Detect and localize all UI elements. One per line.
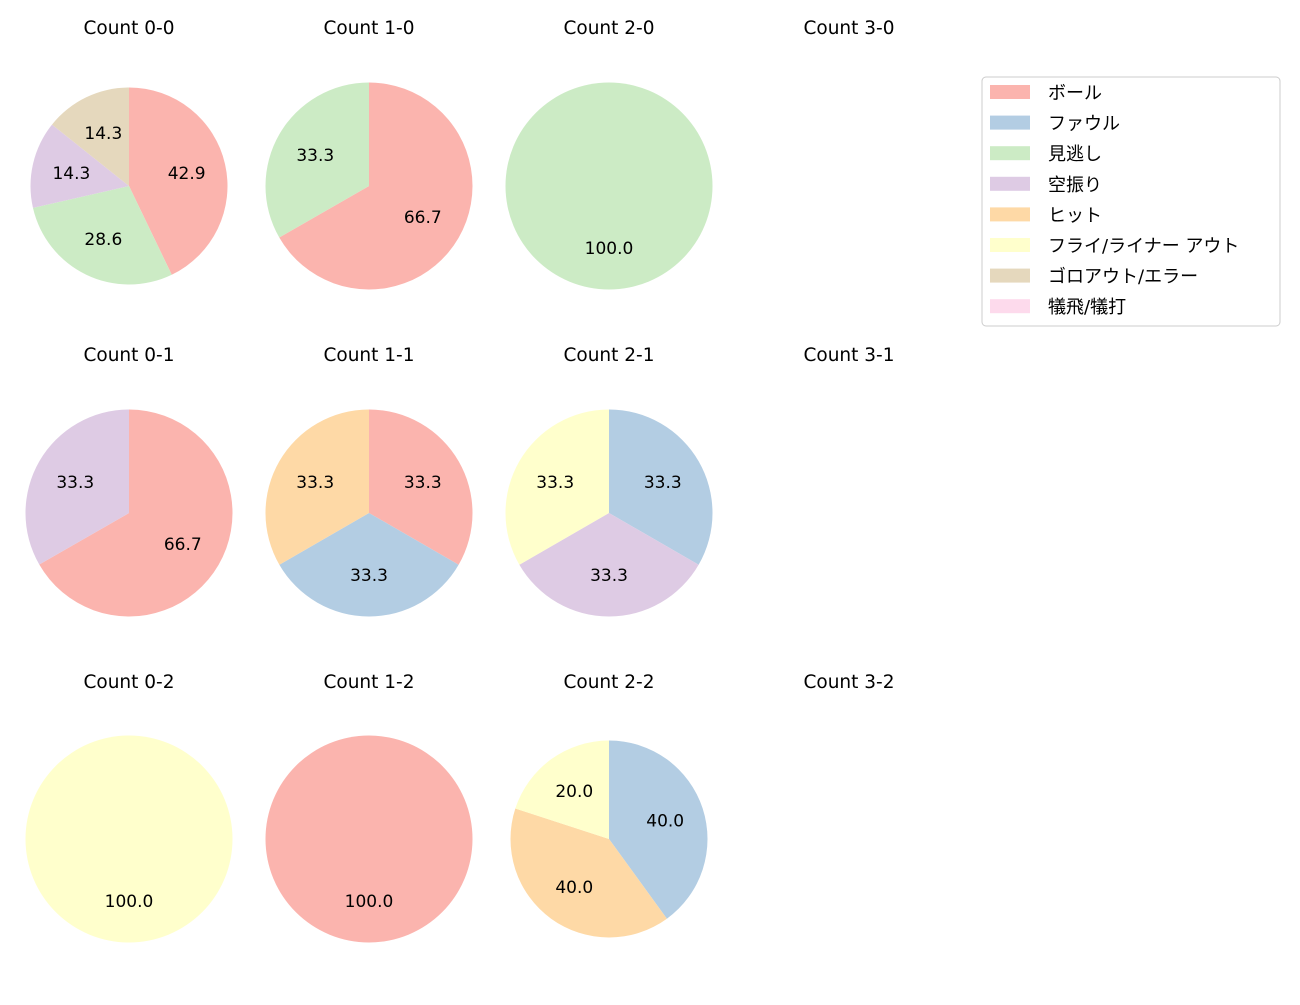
slice-label: 66.7 xyxy=(404,208,442,228)
legend-label: 空振り xyxy=(1048,175,1102,196)
slice-label: 33.3 xyxy=(590,566,628,586)
legend-label: ファウル xyxy=(1048,114,1120,135)
legend-swatch xyxy=(990,115,1030,130)
pie-title: Count 1-1 xyxy=(323,345,414,366)
pie-title: Count 1-0 xyxy=(323,18,414,39)
pie-title: Count 3-0 xyxy=(803,18,894,39)
slice-label: 42.9 xyxy=(168,164,206,184)
pie-title: Count 1-2 xyxy=(323,672,414,693)
pie-slice xyxy=(51,87,130,186)
slice-label: 14.3 xyxy=(52,164,90,184)
pie-title: Count 3-2 xyxy=(803,672,894,693)
pie-slice xyxy=(265,735,473,943)
pie-slice xyxy=(279,513,459,617)
slice-label: 28.6 xyxy=(84,230,122,250)
slice-label: 33.3 xyxy=(350,566,388,586)
legend-label: 犠飛/犠打 xyxy=(1048,297,1126,318)
pie-slice xyxy=(279,82,473,290)
legend-label: ヒット xyxy=(1048,205,1102,226)
pie-slice xyxy=(505,82,713,290)
slice-label: 100.0 xyxy=(345,892,394,912)
pie-slice xyxy=(510,808,667,938)
legend-swatch xyxy=(990,207,1030,222)
pie-title: Count 3-1 xyxy=(803,345,894,366)
pie-slice xyxy=(515,740,609,839)
slice-label: 20.0 xyxy=(555,782,593,802)
legend-swatch xyxy=(990,238,1030,252)
pie-slice xyxy=(265,82,369,238)
slice-label: 33.3 xyxy=(404,473,442,493)
pie-slice xyxy=(505,409,609,565)
legend-label: ゴロアウト/エラー xyxy=(1048,267,1198,288)
pie-title: Count 0-2 xyxy=(83,672,174,693)
legend-swatch xyxy=(990,299,1030,314)
legend-swatch xyxy=(990,146,1030,161)
pie-slice xyxy=(369,409,473,565)
pie-title: Count 0-0 xyxy=(83,18,174,39)
pie-slice xyxy=(32,186,172,285)
slice-label: 33.3 xyxy=(296,473,334,493)
slice-label: 33.3 xyxy=(56,473,94,493)
pie-title: Count 2-0 xyxy=(563,18,654,39)
slice-label: 40.0 xyxy=(646,812,684,832)
pie-slice xyxy=(609,740,708,919)
slice-label: 100.0 xyxy=(105,892,154,912)
pie-title: Count 0-1 xyxy=(83,345,174,366)
pie-slice xyxy=(25,409,130,565)
legend-box xyxy=(981,76,1281,327)
slice-label: 66.7 xyxy=(164,535,202,555)
pie-slice xyxy=(519,513,699,617)
legend-swatch xyxy=(990,85,1030,99)
slice-label: 33.3 xyxy=(536,473,574,493)
slice-label: 100.0 xyxy=(585,239,634,259)
slice-label: 33.3 xyxy=(296,146,334,166)
pie-title: Count 2-2 xyxy=(563,672,654,693)
pie-slice xyxy=(25,735,233,943)
slice-label: 33.3 xyxy=(644,473,682,493)
legend-swatch xyxy=(990,176,1030,191)
slice-label: 40.0 xyxy=(555,878,593,898)
pie-slice xyxy=(129,87,228,275)
legend-label: ボール xyxy=(1048,83,1102,104)
pie-title: Count 2-1 xyxy=(563,345,654,366)
legend-label: フライ/ライナー アウト xyxy=(1048,236,1239,257)
pie-slice xyxy=(39,409,233,617)
legend-swatch xyxy=(990,268,1030,283)
pie-slice xyxy=(265,409,369,565)
pie-slice xyxy=(609,409,713,565)
slice-label: 14.3 xyxy=(84,124,122,144)
pie-slice xyxy=(30,124,129,208)
legend-label: 見逃し xyxy=(1048,144,1102,165)
